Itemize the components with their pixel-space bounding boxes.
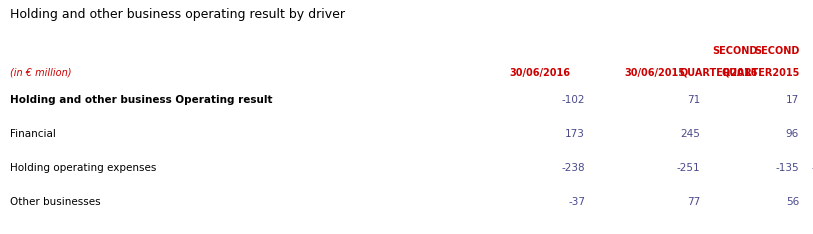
Text: 173: 173 (565, 129, 585, 139)
Text: Holding and other business operating result by driver: Holding and other business operating res… (10, 8, 345, 21)
Text: 96: 96 (785, 129, 799, 139)
Text: Financial: Financial (10, 129, 56, 139)
Text: 30/06/2016: 30/06/2016 (509, 68, 570, 78)
Text: Holding and other business Operating result: Holding and other business Operating res… (10, 95, 272, 105)
Text: (in € million): (in € million) (10, 68, 72, 78)
Text: SECOND: SECOND (754, 46, 800, 56)
Text: -238: -238 (561, 163, 585, 173)
Text: 56: 56 (785, 197, 799, 207)
Text: 30/06/2015: 30/06/2015 (624, 68, 685, 78)
Text: QUARTER2015: QUARTER2015 (722, 68, 800, 78)
Text: Other businesses: Other businesses (10, 197, 101, 207)
Text: -37: -37 (568, 197, 585, 207)
Text: -251: -251 (676, 163, 700, 173)
Text: 17: 17 (785, 95, 799, 105)
Text: 71: 71 (687, 95, 700, 105)
Text: 245: 245 (680, 129, 700, 139)
Text: -102: -102 (562, 95, 585, 105)
Text: -126: -126 (811, 163, 813, 173)
Text: SECOND: SECOND (713, 46, 758, 56)
Text: 77: 77 (687, 197, 700, 207)
Text: -135: -135 (776, 163, 799, 173)
Text: QUARTER2016: QUARTER2016 (680, 68, 758, 78)
Text: Holding operating expenses: Holding operating expenses (10, 163, 156, 173)
